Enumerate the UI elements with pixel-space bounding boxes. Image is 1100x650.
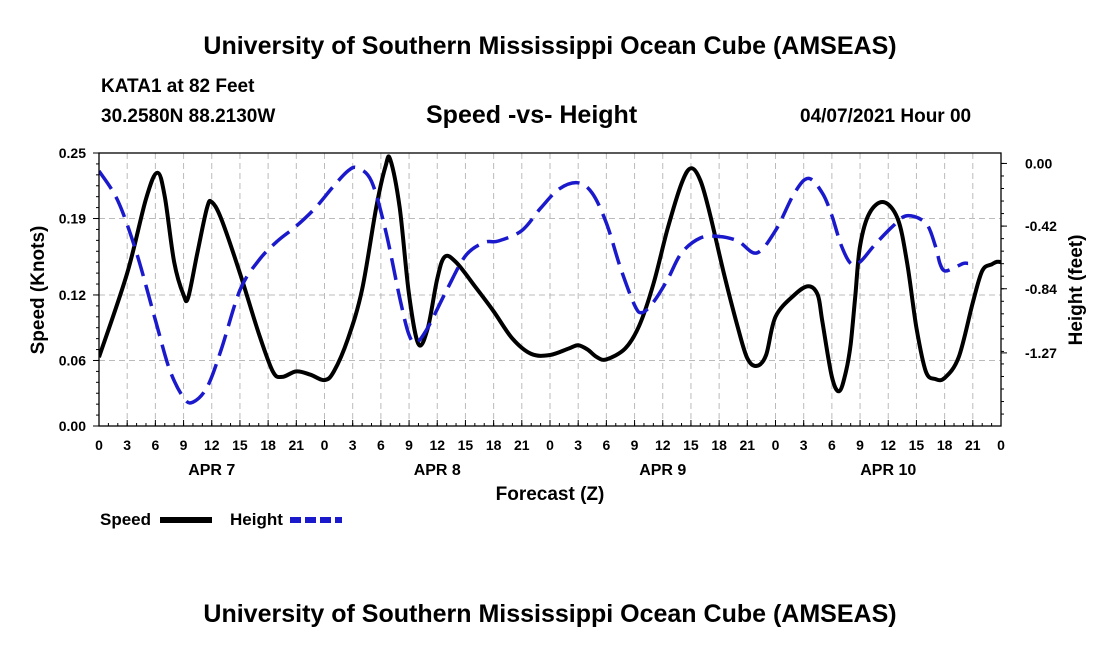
x-tick-label: 15 <box>909 437 925 453</box>
grid-lines <box>99 153 1001 426</box>
y-left-tick-label: 0.06 <box>59 352 86 368</box>
legend-height-label: Height <box>230 510 283 529</box>
forecast-datetime: 04/07/2021 Hour 00 <box>800 106 972 127</box>
y-right-tick-label: 0.00 <box>1025 155 1052 171</box>
x-tick-label: 21 <box>289 437 305 453</box>
x-tick-label: 6 <box>602 437 610 453</box>
y-right-tick-label: -0.84 <box>1025 281 1057 297</box>
x-tick-label: 9 <box>856 437 864 453</box>
y-axis-left-title: Speed (Knots) <box>28 226 49 355</box>
y-right-tick-label: -0.42 <box>1025 218 1057 234</box>
x-tick-label: 6 <box>828 437 836 453</box>
y-right-tick-label: -1.27 <box>1025 345 1057 361</box>
axis-ticks <box>93 152 1007 427</box>
x-tick-label: 21 <box>965 437 981 453</box>
x-tick-label: 15 <box>458 437 474 453</box>
series-lines <box>99 154 1001 405</box>
x-tick-label: 18 <box>486 437 502 453</box>
y-axis-right-title: Height (feet) <box>1066 235 1087 346</box>
station-label: KATA1 at 82 Feet <box>101 76 255 97</box>
y-left-tick-label: 0.12 <box>59 287 86 303</box>
x-tick-label: 3 <box>123 437 131 453</box>
x-tick-label: 12 <box>429 437 445 453</box>
x-tick-label: 9 <box>180 437 188 453</box>
x-tick-label: 3 <box>574 437 582 453</box>
x-tick-label: 0 <box>546 437 554 453</box>
x-tick-label: 18 <box>260 437 276 453</box>
footer-title: University of Southern Mississippi Ocean… <box>203 600 897 628</box>
x-tick-label: 21 <box>514 437 530 453</box>
date-label: APR 7 <box>188 462 235 479</box>
x-tick-label: 6 <box>151 437 159 453</box>
x-tick-label: 0 <box>997 437 1005 453</box>
y-left-tick-label: 0.25 <box>59 145 86 161</box>
page-title: University of Southern Mississippi Ocean… <box>203 32 897 60</box>
x-tick-label: 0 <box>772 437 780 453</box>
x-tick-label: 6 <box>377 437 385 453</box>
x-tick-label: 0 <box>95 437 103 453</box>
date-label: APR 8 <box>414 462 461 479</box>
station-coordinates: 30.2580N 88.2130W <box>101 106 276 127</box>
x-tick-label: 18 <box>711 437 727 453</box>
x-tick-label: 15 <box>232 437 248 453</box>
speed-series-line <box>99 154 1001 394</box>
legend: Speed Height <box>100 510 342 529</box>
x-tick-label: 3 <box>800 437 808 453</box>
x-tick-label: 12 <box>880 437 896 453</box>
x-tick-label: 3 <box>349 437 357 453</box>
x-tick-label: 9 <box>405 437 413 453</box>
date-label: APR 10 <box>860 462 916 479</box>
x-tick-label: 12 <box>204 437 220 453</box>
x-tick-label: 15 <box>683 437 699 453</box>
axis-labels: 0 3 6 9 12 15 18 21 0 3 6 9 12 15 18 21 0 3 6 9 12 15 18 21 0 3 6 9… <box>59 145 1057 479</box>
x-tick-label: 0 <box>321 437 329 453</box>
chart-subtitle: Speed -vs- Height <box>426 101 638 129</box>
y-left-tick-label: 0.19 <box>59 211 86 227</box>
x-tick-label: 21 <box>740 437 756 453</box>
legend-speed-label: Speed <box>100 510 151 529</box>
x-axis-title: Forecast (Z) <box>496 484 605 505</box>
y-left-tick-label: 0.00 <box>59 418 86 434</box>
height-series-line <box>99 165 969 405</box>
date-label: APR 9 <box>639 462 686 479</box>
x-tick-label: 9 <box>631 437 639 453</box>
x-tick-label: 18 <box>937 437 953 453</box>
x-tick-label: 12 <box>655 437 671 453</box>
speed-height-chart: 0 3 6 9 12 15 18 21 0 3 6 9 12 15 18 21 0 3 6 9 12 15 18 21 0 3 6 9… <box>28 145 1087 529</box>
